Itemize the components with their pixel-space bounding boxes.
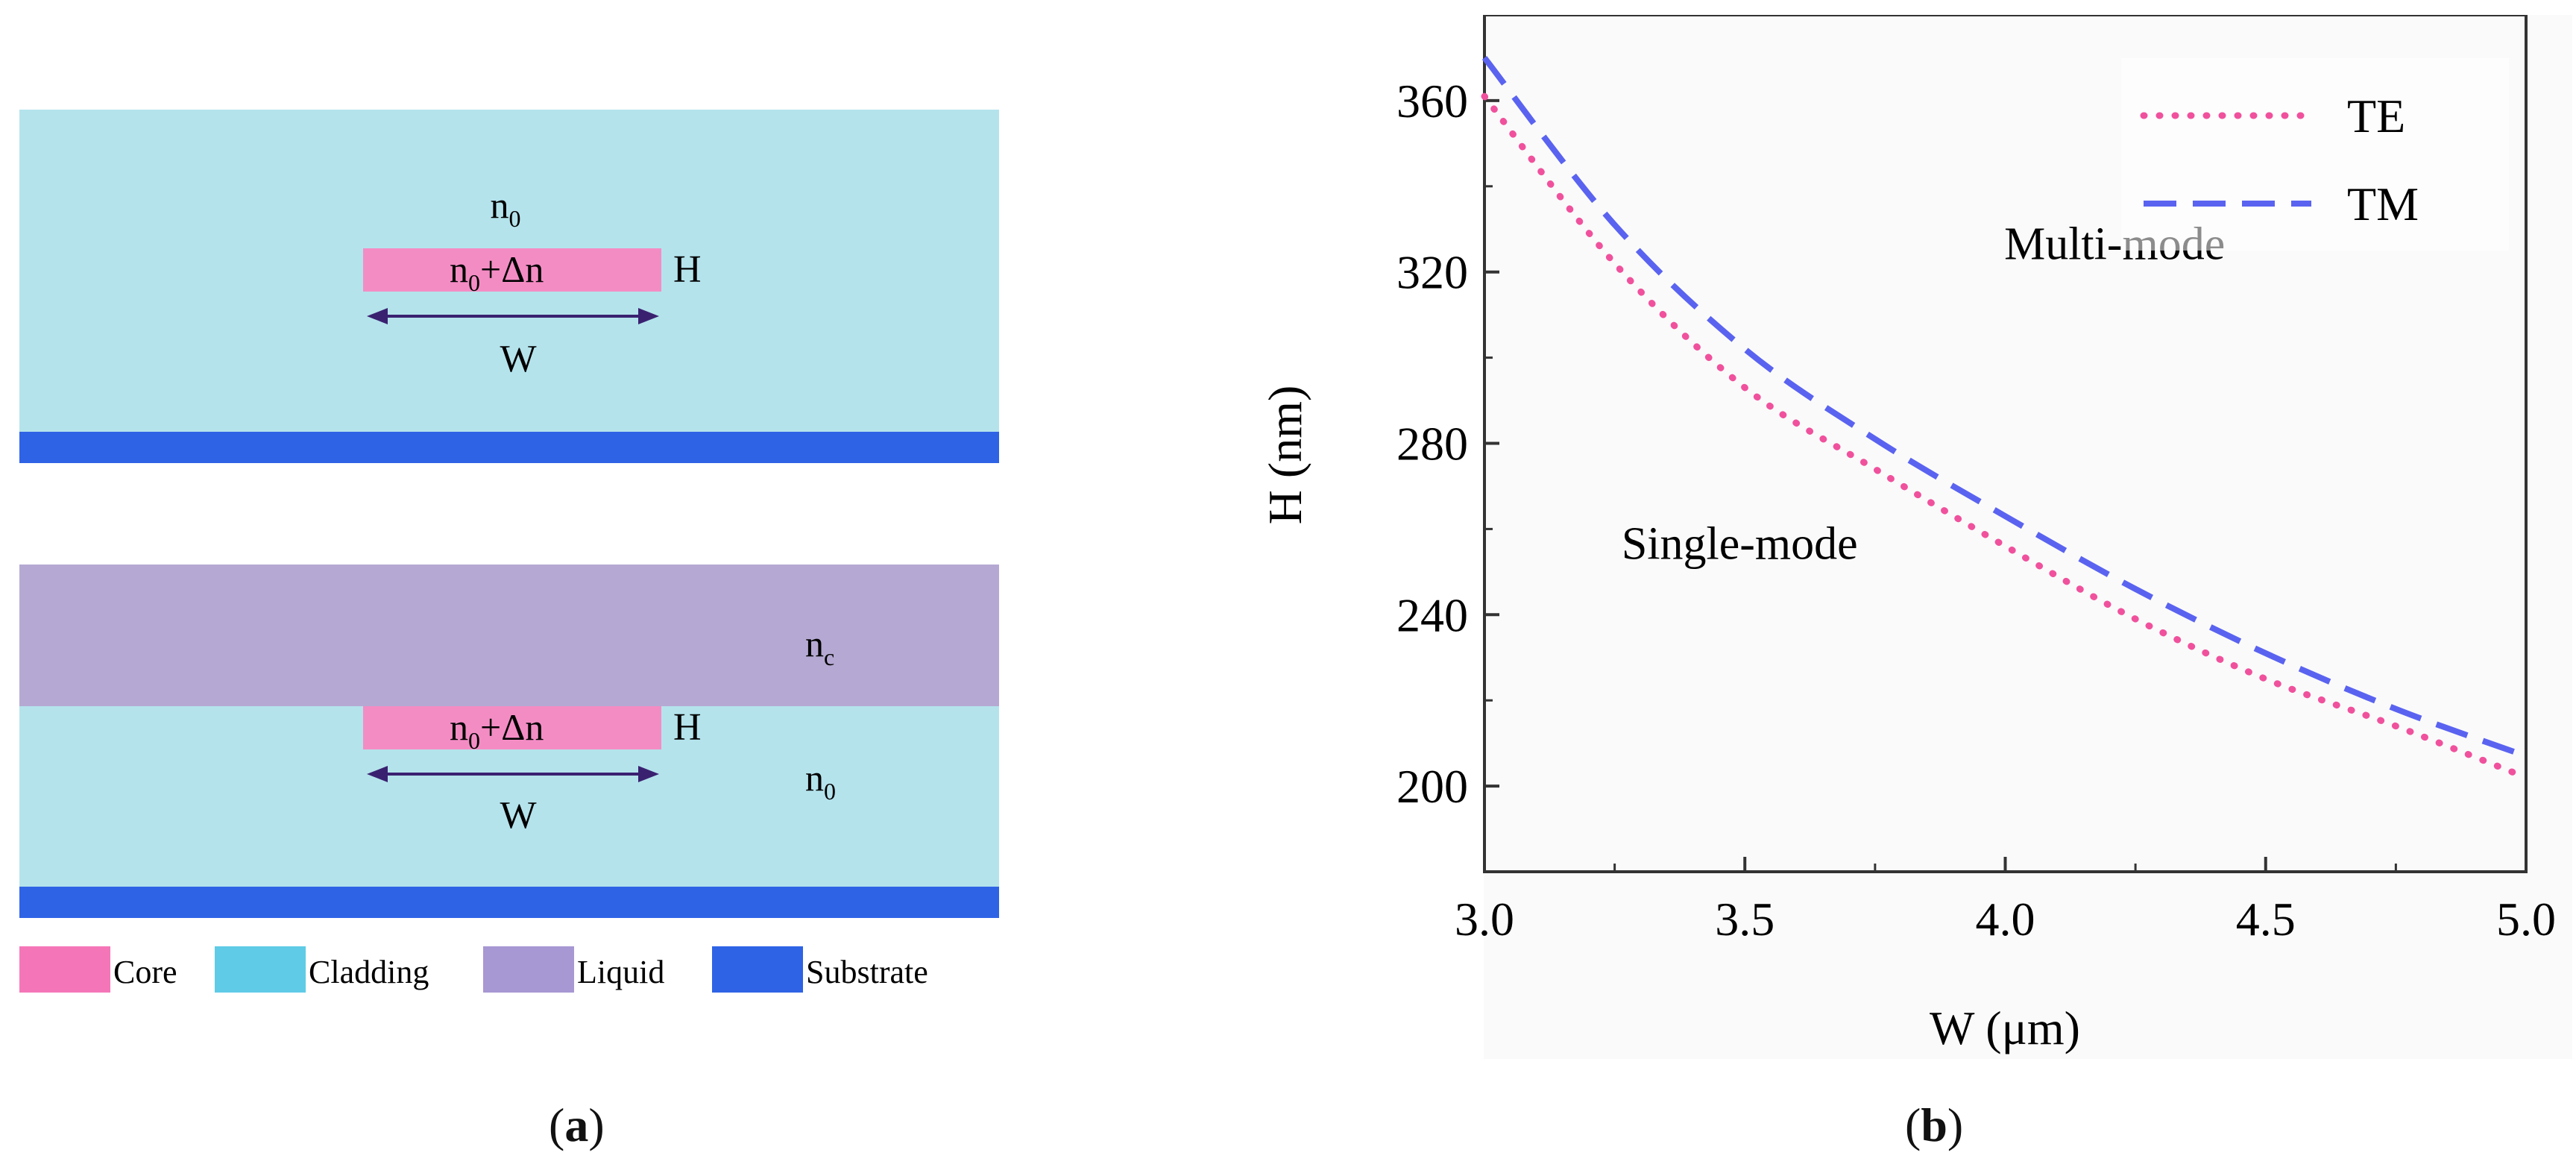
y-tick-label: 320	[1396, 246, 1468, 299]
top-h-label: H	[673, 248, 702, 291]
top-w-label: W	[500, 338, 536, 380]
schematic-svg: n0 n0+Δn H W nc n0+Δn H n0 W Core Claddi	[19, 110, 999, 993]
y-axis-ticks: 200 240 280 320 360	[1396, 13, 1499, 873]
top-substrate	[19, 432, 999, 463]
x-tick-label: 4.0	[1976, 893, 2035, 946]
legend-label-te: TE	[2347, 89, 2405, 142]
y-tick-label: 200	[1396, 760, 1468, 813]
bottom-core	[363, 706, 661, 749]
top-width-arrow	[367, 308, 659, 324]
legend-label-core: Core	[113, 954, 177, 990]
bottom-core-label: n0+Δn	[450, 706, 544, 754]
legend-swatch-substrate	[712, 946, 803, 993]
bottom-w-label: W	[500, 794, 536, 837]
y-axis-label: H (nm)	[1259, 386, 1311, 525]
y-tick-label: 360	[1396, 75, 1468, 128]
caption-b: (b)	[1905, 1098, 1964, 1151]
legend-swatch-liquid	[483, 946, 574, 993]
y-tick-label: 280	[1396, 418, 1468, 471]
top-n0-label: n0	[491, 184, 521, 232]
top-core	[363, 248, 661, 292]
bottom-n0-label: n0	[805, 757, 836, 805]
annotation-single-mode: Single-mode	[1622, 519, 1858, 570]
schematic-panel: n0 n0+Δn H W nc n0+Δn H n0 W Core Claddi	[0, 0, 1014, 1172]
legend-label-substrate: Substrate	[806, 954, 928, 990]
x-axis-label: W (μm)	[1930, 1002, 2080, 1054]
bottom-nc-label: nc	[805, 623, 834, 670]
series-layer	[1481, 55, 2530, 782]
legend-box	[2121, 58, 2509, 251]
caption-a: (a)	[549, 1098, 605, 1151]
y-tick-label: 240	[1396, 588, 1468, 641]
x-tick-label: 5.0	[2496, 893, 2556, 946]
legend-swatch-core	[19, 946, 110, 993]
mode-cutoff-chart: 3.0 3.5 4.0 4.5 5.0 200 240 280 320 360 H (nm) W…	[1259, 13, 2572, 1059]
legend-swatch-cladding	[215, 946, 306, 993]
x-tick-label: 3.0	[1455, 893, 1514, 946]
material-legend: Core Cladding Liquid Substrate	[19, 946, 928, 993]
x-tick-label: 3.5	[1715, 893, 1774, 946]
series-line-te	[1481, 92, 2530, 782]
bottom-substrate	[19, 887, 999, 918]
x-axis-ticks: 3.0 3.5 4.0 4.5 5.0	[1455, 857, 2556, 946]
liquid-layer	[19, 565, 999, 706]
chart-legend: TE TM	[2121, 58, 2509, 251]
x-tick-label: 4.5	[2236, 893, 2296, 946]
bottom-h-label: H	[673, 706, 702, 749]
bottom-width-arrow	[367, 766, 659, 782]
legend-label-liquid: Liquid	[577, 954, 664, 990]
chart-panel: 3.0 3.5 4.0 4.5 5.0 200 240 280 320 360 H (nm) W…	[1238, 13, 2572, 1074]
top-core-label: n0+Δn	[450, 248, 544, 296]
legend-label-cladding: Cladding	[309, 954, 429, 990]
legend-label-tm: TM	[2347, 177, 2419, 230]
